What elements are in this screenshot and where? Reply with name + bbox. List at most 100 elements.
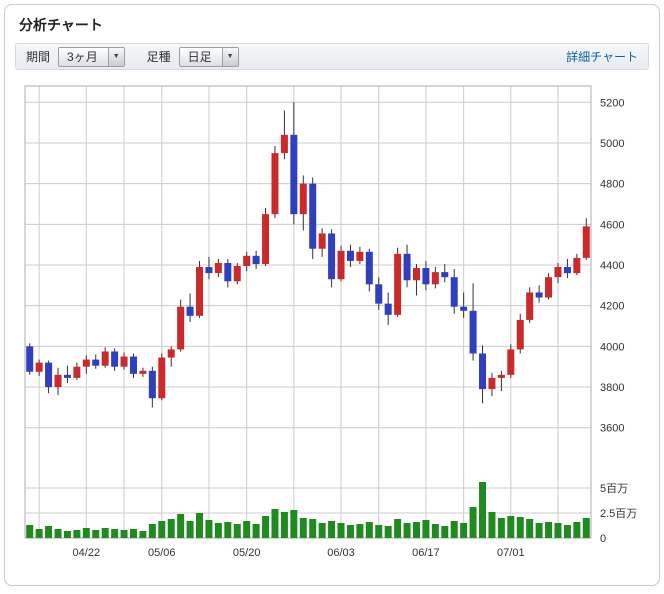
volume-bar (535, 523, 543, 538)
x-axis-label: 04/22 (73, 547, 101, 559)
price-axis-label: 4800 (600, 179, 624, 191)
candle-body-up (139, 370, 147, 374)
candle-body-down (45, 362, 53, 388)
x-axis-label: 07/01 (497, 547, 525, 559)
volume-bar (365, 522, 373, 538)
candle-body-up (243, 255, 251, 267)
candle-body-up (516, 319, 524, 350)
volume-axis-label: 2.5百万 (600, 508, 637, 520)
price-axis-label: 4400 (600, 260, 624, 272)
volume-bar (129, 529, 137, 538)
volume-bar (63, 531, 71, 538)
candle-body-up (120, 356, 128, 367)
candle-body-up (582, 226, 590, 258)
volume-bar (158, 521, 166, 538)
candle-body-down (563, 267, 571, 274)
analysis-chart-widget: 分析チャート 期間 3ヶ月 ▼ 足種 日足 ▼ 詳細チャート 3600 3800 4… (4, 4, 660, 586)
volume-bar (337, 523, 345, 538)
candle-body-up (507, 349, 515, 375)
volume-bar (148, 524, 156, 538)
candle-body-up (271, 153, 279, 215)
candle-body-up (54, 374, 62, 388)
chevron-down-icon[interactable]: ▼ (221, 47, 238, 66)
candle-body-up (488, 377, 496, 390)
volume-bar (563, 525, 571, 538)
chart-frame (24, 85, 592, 539)
volume-bar (252, 524, 260, 538)
volume-bar (582, 518, 590, 538)
bar-type-label: 足種 (146, 50, 171, 64)
volume-bar (309, 519, 317, 538)
candle-body-down (224, 262, 232, 282)
candle-body-up (573, 257, 581, 274)
volume-bar (45, 526, 53, 538)
volume-bar (526, 519, 534, 538)
volume-bar (299, 518, 307, 538)
candle-body-up (35, 362, 43, 372)
candle-body-down (365, 251, 373, 285)
candle-body-down (469, 310, 477, 354)
volume-bar (271, 509, 279, 538)
volume-bar (139, 531, 147, 538)
candle-body-up (82, 359, 90, 367)
candle-body-down (460, 306, 468, 311)
chart-area: 3600 3800 4000 4200 4400 4600 4800 5000 5200 0 2.5… (5, 70, 659, 573)
candle-body-down (205, 267, 213, 274)
price-axis-label: 4200 (600, 301, 624, 313)
period-select[interactable]: 3ヶ月 ▼ (58, 46, 125, 67)
volume-axis-label: 0 (600, 533, 606, 545)
detail-chart-link[interactable]: 詳細チャート (566, 50, 638, 64)
bar-type-select[interactable]: 日足 ▼ (178, 46, 239, 67)
volume-bar (328, 521, 336, 538)
candle-body-up (545, 277, 553, 298)
candle-body-up (337, 250, 345, 280)
price-axis-label: 3600 (600, 423, 624, 435)
volume-bar (431, 524, 439, 538)
candle-body-down (403, 253, 411, 281)
volume-bar (35, 529, 43, 538)
x-axis-label: 05/20 (233, 547, 261, 559)
candle-body-down (252, 255, 260, 264)
candle-body-down (111, 351, 119, 367)
candle-body-up (526, 292, 534, 320)
volume-bar (554, 523, 562, 538)
candle-body-up (73, 366, 81, 378)
volume-bar (101, 528, 109, 538)
volume-bar (196, 513, 204, 538)
period-label: 期間 (26, 50, 51, 64)
candle-body-up (431, 272, 439, 285)
chart-toolbar: 期間 3ヶ月 ▼ 足種 日足 ▼ 詳細チャート (15, 43, 649, 70)
volume-bar (233, 524, 241, 538)
candle-body-down (129, 356, 137, 374)
candle-body-up (167, 349, 175, 358)
x-axis-label: 06/03 (327, 547, 355, 559)
volume-bar (205, 520, 213, 538)
volume-bar (120, 530, 128, 538)
candle-body-up (196, 267, 204, 316)
candle-body-up (356, 251, 364, 261)
x-axis-label: 05/06 (148, 547, 176, 559)
candle-body-up (554, 267, 562, 278)
candle-body-down (384, 303, 392, 315)
candle-body-down (535, 292, 543, 298)
volume-bar (394, 519, 402, 538)
candle-body-down (328, 233, 336, 280)
volume-bar (516, 517, 524, 538)
chevron-down-icon[interactable]: ▼ (107, 47, 124, 66)
volume-bar (262, 516, 270, 538)
volume-bar (280, 512, 288, 538)
candle-body-up (158, 357, 166, 399)
volume-bar (346, 525, 354, 538)
volume-bar (224, 522, 232, 538)
volume-bar (73, 530, 81, 538)
volume-bar (177, 514, 185, 538)
bar-type-select-value: 日足 (187, 49, 212, 64)
price-axis-label: 4000 (600, 341, 624, 353)
volume-bar (54, 529, 62, 538)
candle-body-down (479, 353, 487, 390)
candle-body-up (262, 214, 270, 264)
candle-body-up (214, 262, 222, 274)
candle-body-down (441, 272, 449, 278)
volume-bar (488, 512, 496, 538)
price-axis-label: 4600 (600, 219, 624, 231)
